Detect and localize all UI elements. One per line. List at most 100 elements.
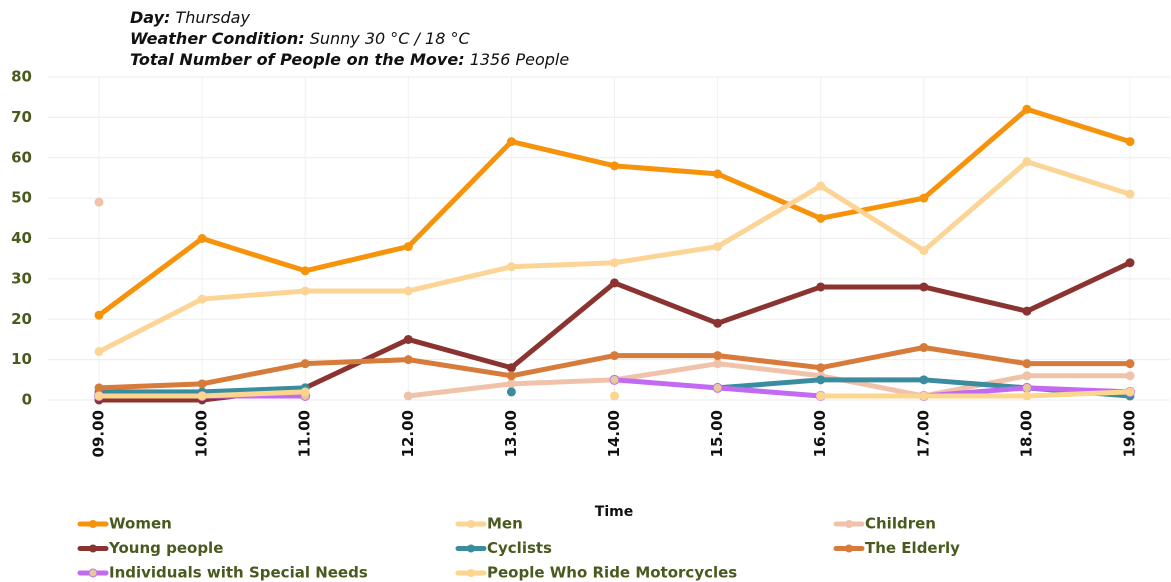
- legend-marker: [88, 568, 98, 578]
- x-tick-label: 13.00: [502, 410, 520, 457]
- data-point: [403, 242, 413, 252]
- data-point: [300, 359, 310, 369]
- legend-marker: [467, 520, 475, 528]
- data-point: [816, 391, 826, 401]
- data-point: [610, 391, 619, 401]
- data-point: [1125, 137, 1135, 147]
- y-tick-label: 80: [11, 68, 32, 86]
- info-value: 1356 People: [470, 50, 570, 69]
- data-point: [713, 242, 723, 252]
- y-tick-label: 10: [11, 350, 32, 368]
- data-point: [816, 375, 826, 385]
- x-tick-label: 17.00: [914, 410, 932, 457]
- info-label: Day:: [130, 8, 170, 27]
- data-point: [919, 282, 929, 292]
- plot: [94, 104, 1135, 405]
- data-point: [403, 286, 413, 296]
- data-point: [816, 181, 826, 191]
- legend-marker: [467, 569, 475, 577]
- x-tick-label: 16.00: [811, 410, 829, 457]
- y-tick-label: 50: [11, 189, 32, 207]
- info-line: Weather Condition: Sunny 30 °C / 18 °C: [130, 29, 470, 48]
- data-point: [610, 351, 619, 361]
- data-point: [506, 379, 516, 389]
- data-point: [713, 169, 723, 179]
- x-tick-label: 15.00: [708, 410, 726, 457]
- data-point: [94, 383, 104, 393]
- y-tick-label: 0: [22, 391, 32, 409]
- legend-label: Men: [487, 515, 523, 533]
- info-line: Day: Thursday: [130, 8, 250, 27]
- data-point: [197, 391, 207, 401]
- data-point: [610, 258, 619, 268]
- legend-marker: [845, 544, 853, 553]
- data-point: [1021, 382, 1032, 393]
- data-point: [1022, 306, 1032, 316]
- x-tick-label: 10.00: [193, 410, 211, 457]
- data-point: [609, 374, 620, 385]
- data-point: [506, 363, 516, 373]
- data-point: [1022, 104, 1032, 114]
- y-tick-label: 60: [11, 148, 32, 166]
- data-point: [506, 371, 516, 381]
- data-point: [197, 234, 207, 243]
- legend-label: Young people: [108, 539, 223, 557]
- data-point: [816, 213, 826, 223]
- data-point: [919, 343, 929, 353]
- data-point: [300, 286, 310, 296]
- legend-label: Individuals with Special Needs: [109, 564, 368, 582]
- legend-marker: [467, 544, 475, 553]
- data-point: [197, 379, 207, 389]
- data-point: [1125, 359, 1135, 369]
- x-tick-label: 18.00: [1017, 410, 1035, 457]
- data-point: [1022, 157, 1032, 167]
- info-label: Total Number of People on the Move:: [130, 50, 465, 69]
- data-point: [94, 391, 104, 401]
- data-point: [610, 278, 619, 288]
- x-tick-label: 14.00: [605, 410, 623, 457]
- legend-marker: [845, 520, 853, 528]
- data-point: [1125, 258, 1135, 268]
- data-point: [403, 355, 413, 365]
- x-tick-label: 09.00: [90, 410, 108, 457]
- data-point: [300, 387, 310, 397]
- x-axis-label: Time: [595, 504, 633, 520]
- legend-label: Cyclists: [487, 539, 552, 557]
- y-tick-label: 30: [11, 269, 32, 287]
- data-point: [94, 197, 104, 207]
- data-point: [1022, 359, 1032, 369]
- data-point: [919, 246, 929, 256]
- legend-label: The Elderly: [865, 539, 960, 557]
- data-point: [94, 347, 104, 357]
- legend: Women Men Children Young people Cyclists The …: [77, 515, 960, 582]
- data-point: [506, 137, 516, 147]
- data-point: [816, 363, 826, 373]
- data-point: [1125, 371, 1135, 381]
- data-point: [94, 310, 104, 320]
- data-point: [713, 351, 723, 361]
- data-point: [919, 375, 929, 385]
- data-point: [300, 266, 310, 276]
- data-point: [1022, 371, 1032, 381]
- data-point: [1125, 189, 1135, 199]
- grid: 0 10 20 30 40 50 60 70 80 09.00 10.00 11.00 12.00 13.…: [11, 68, 1170, 457]
- x-tick-label: 11.00: [296, 410, 314, 457]
- data-point: [1022, 391, 1032, 401]
- header: Day: Thursday Weather Condition: Sunny 3…: [130, 8, 569, 69]
- data-point: [919, 193, 929, 203]
- x-tick-label: 19.00: [1121, 410, 1139, 457]
- data-point: [610, 161, 619, 171]
- data-point: [816, 282, 826, 292]
- data-point: [919, 391, 929, 401]
- legend-label: Women: [109, 515, 172, 533]
- data-point: [1125, 387, 1135, 397]
- y-tick-label: 70: [11, 108, 32, 126]
- series-line: [405, 361, 1133, 399]
- data-point: [403, 334, 413, 344]
- data-point: [197, 294, 207, 304]
- data-point: [506, 262, 516, 272]
- legend-label: Children: [865, 515, 936, 533]
- legend-marker: [89, 544, 97, 553]
- data-point: [403, 391, 413, 401]
- info-value: Thursday: [176, 8, 251, 27]
